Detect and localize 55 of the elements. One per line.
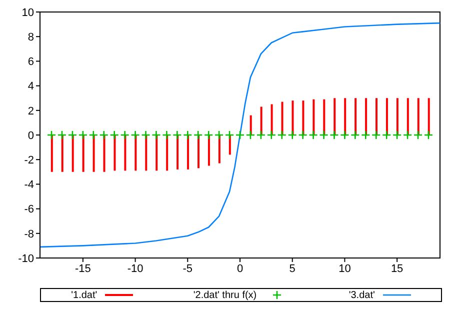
y-tick-label: 4	[28, 80, 34, 93]
y-tick-label: 6	[28, 56, 34, 68]
bar	[124, 135, 126, 171]
bar	[396, 98, 398, 135]
bar	[386, 98, 388, 135]
bar	[218, 135, 220, 164]
bar	[323, 99, 326, 135]
x-tick-label: 15	[390, 262, 404, 275]
y-tick-label: 8	[28, 32, 34, 44]
bar	[197, 135, 200, 168]
bar	[281, 102, 284, 135]
bar	[50, 135, 53, 172]
bar	[61, 135, 64, 172]
x-tick-label: 5	[289, 262, 296, 275]
y-tick-label: 10	[22, 6, 34, 19]
bar	[72, 135, 74, 172]
bar	[344, 98, 346, 135]
bar	[176, 135, 179, 170]
bar	[260, 106, 262, 135]
y-tick-label: -4	[24, 179, 34, 192]
y-tick-label: -8	[24, 228, 34, 240]
bar	[365, 98, 368, 135]
bar	[292, 100, 294, 135]
legend-label: '3.dat'	[348, 290, 375, 300]
x-tick-label: 0	[236, 262, 244, 275]
bar	[270, 104, 273, 135]
bar	[428, 98, 430, 135]
y-tick-label: -10	[18, 252, 34, 265]
bar	[187, 135, 190, 170]
bar	[145, 135, 148, 171]
y-tick-label: -2	[24, 154, 34, 167]
bar	[376, 98, 378, 135]
bar	[114, 135, 116, 171]
x-tick-label: -15	[74, 262, 91, 275]
y-tick-label: 2	[28, 105, 34, 118]
x-tick-label: -5	[182, 262, 193, 275]
bar	[312, 99, 315, 135]
y-tick-label: -6	[24, 204, 34, 216]
bar	[417, 98, 420, 135]
bar	[208, 135, 210, 166]
bar	[82, 135, 84, 172]
bar	[103, 135, 106, 172]
legend-label: '2.dat' thru f(x)	[193, 290, 257, 300]
x-tick-label: -10	[127, 262, 144, 275]
bar	[334, 98, 336, 135]
legend-label: '1.dat'	[71, 290, 98, 300]
bar	[354, 98, 357, 135]
bar	[156, 135, 158, 171]
bar	[92, 135, 95, 172]
y-tick-label: 0	[28, 130, 34, 142]
bar	[302, 100, 304, 135]
x-tick-label: 10	[338, 262, 351, 275]
bar	[134, 135, 137, 171]
bar	[166, 135, 168, 171]
bar	[406, 98, 409, 135]
